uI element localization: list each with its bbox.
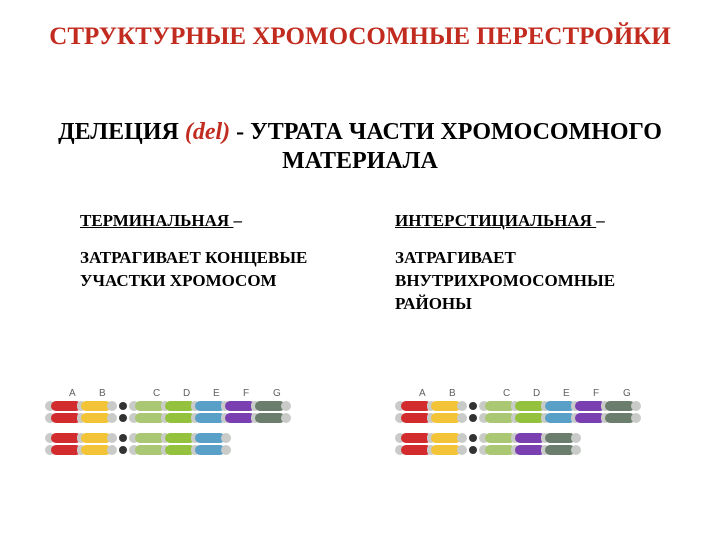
centromere-icon <box>119 402 127 410</box>
band-label: B <box>449 388 456 399</box>
subtitle-prefix: ДЕЛЕЦИЯ <box>58 119 185 145</box>
chromatid <box>395 401 648 411</box>
terminal-deletion-diagram: A B C D E F G <box>45 385 298 457</box>
band-label: B <box>99 388 106 399</box>
slide-title-text: СТРУКТУРНЫЕ ХРОМОСОМНЫЕ ПЕРЕСТРОЙКИ <box>49 23 670 50</box>
band-labels: A B C D E F G <box>53 385 298 399</box>
band-label: D <box>533 388 540 399</box>
slide-title: СТРУКТУРНЫЕ ХРОМОСОМНЫЕ ПЕРЕСТРОЙКИ <box>0 22 720 52</box>
terminal-heading: ТЕРМИНАЛЬНАЯ <box>80 211 233 230</box>
band-label: A <box>419 388 426 399</box>
band-label: A <box>69 388 76 399</box>
chromatid <box>395 433 648 443</box>
band-label: C <box>153 388 160 399</box>
centromere-icon <box>469 446 477 454</box>
chromatid <box>45 413 298 423</box>
band-label: F <box>243 388 249 399</box>
terminal-dash: – <box>233 211 242 230</box>
subtitle-emph: (del) <box>185 119 230 145</box>
band-label: E <box>563 388 570 399</box>
interstitial-body: ЗАТРАГИВАЕТ ВНУТРИХРОМОСОМНЫЕ РАЙОНЫ <box>395 248 615 313</box>
centromere-icon <box>119 446 127 454</box>
chromatid <box>395 445 648 455</box>
band-label: C <box>503 388 510 399</box>
chromatid <box>45 445 298 455</box>
band-label: F <box>593 388 599 399</box>
band-label: E <box>213 388 220 399</box>
interstitial-dash: – <box>596 211 605 230</box>
centromere-icon <box>469 402 477 410</box>
band-label: G <box>273 388 281 399</box>
interstitial-deletion-diagram: A B C D E F G <box>395 385 648 457</box>
band-labels: A B C D E F G <box>403 385 648 399</box>
centromere-icon <box>119 414 127 422</box>
band-label: G <box>623 388 631 399</box>
chromatid <box>45 433 298 443</box>
chromatid <box>395 413 648 423</box>
band-label: D <box>183 388 190 399</box>
centromere-icon <box>469 414 477 422</box>
slide-subtitle: ДЕЛЕЦИЯ (del) - УТРАТА ЧАСТИ ХРОМОСОМНОГ… <box>0 118 720 177</box>
interstitial-block: ИНТЕРСТИЦИАЛЬНАЯ – ЗАТРАГИВАЕТ ВНУТРИХРО… <box>395 210 685 316</box>
subtitle-suffix: - УТРАТА ЧАСТИ ХРОМОСОМНОГО МАТЕРИАЛА <box>230 119 662 174</box>
chromatid <box>45 401 298 411</box>
terminal-block: ТЕРМИНАЛЬНАЯ – ЗАТРАГИВАЕТ КОНЦЕВЫЕ УЧАС… <box>80 210 360 293</box>
interstitial-heading: ИНТЕРСТИЦИАЛЬНАЯ <box>395 211 596 230</box>
terminal-body: ЗАТРАГИВАЕТ КОНЦЕВЫЕ УЧАСТКИ ХРОМОСОМ <box>80 248 307 290</box>
centromere-icon <box>469 434 477 442</box>
centromere-icon <box>119 434 127 442</box>
